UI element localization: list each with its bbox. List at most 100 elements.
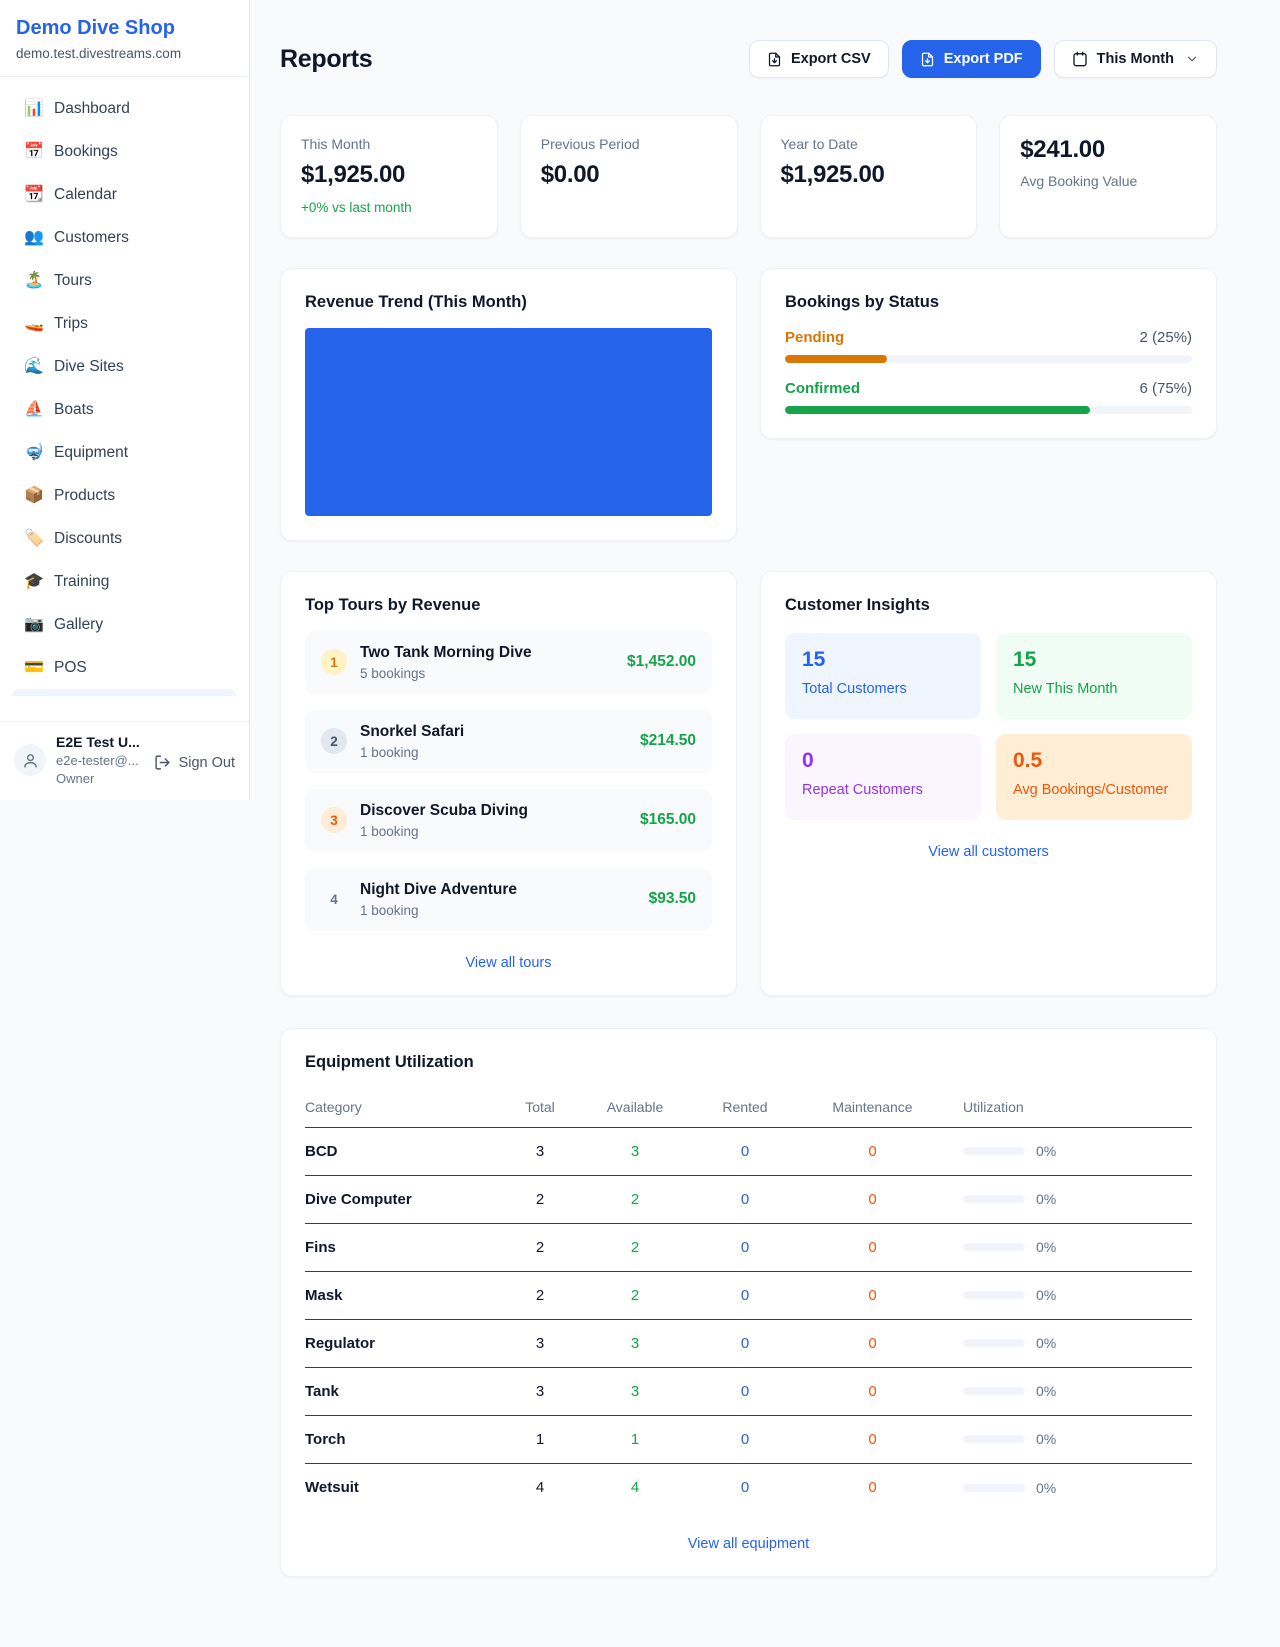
sidebar-item-label: Discounts — [54, 529, 123, 547]
tour-row: 2 Snorkel Safari 1 booking $214.50 — [305, 709, 712, 773]
sidebar-item-trips[interactable]: 🚤 Trips — [12, 302, 237, 345]
brand-name[interactable]: Demo Dive Shop — [16, 17, 175, 39]
tour-name: Night Dive Adventure — [360, 880, 518, 898]
sidebar-item-boats[interactable]: ⛵ Boats — [12, 388, 237, 431]
tour-bookings: 1 booking — [360, 823, 419, 839]
sidebar-item-equipment[interactable]: 🤿 Equipment — [12, 431, 237, 474]
export-csv-button[interactable]: Export CSV — [748, 40, 889, 79]
insights-row: Top Tours by Revenue 1 Two Tank Morning … — [280, 570, 1217, 996]
sidebar-item-tours[interactable]: 🏝️ Tours — [12, 259, 237, 302]
insight-label: Total Customers — [802, 680, 907, 697]
status-progress-track — [785, 405, 1192, 414]
utilization-percent: 0% — [1036, 1191, 1057, 1207]
equipment-utilization-cell: 0% — [945, 1480, 1192, 1496]
equipment-maintenance: 0 — [868, 1382, 877, 1400]
top-tours-title: Top Tours by Revenue — [305, 595, 481, 614]
user-role: Owner — [56, 771, 95, 786]
view-all-tours-link[interactable]: View all tours — [465, 954, 552, 971]
utilization-bar-track — [963, 1435, 1025, 1443]
sidebar-item-products[interactable]: 📦 Products — [12, 474, 237, 517]
chevron-down-icon — [1187, 56, 1197, 62]
sidebar-item-dive-sites[interactable]: 🌊 Dive Sites — [12, 345, 237, 388]
tour-revenue: $214.50 — [639, 732, 696, 749]
avatar — [14, 744, 46, 776]
period-dropdown[interactable]: This Month — [1053, 40, 1217, 79]
utilization-percent: 0% — [1036, 1239, 1057, 1255]
sidebar-item-label: Gallery — [54, 615, 104, 633]
equipment-utilization-cell: 0% — [945, 1431, 1192, 1447]
export-pdf-button[interactable]: Export PDF — [901, 40, 1041, 79]
status-label-confirmed: Confirmed — [785, 379, 860, 397]
status-label-pending: Pending — [785, 328, 845, 346]
equipment-utilization-cell: 0% — [945, 1239, 1192, 1255]
equipment-category: Tank — [305, 1382, 339, 1400]
sign-out-button[interactable]: Sign Out — [154, 754, 235, 771]
status-progress-fill-confirmed — [785, 405, 1091, 414]
export-csv-label: Export CSV — [790, 51, 871, 68]
equipment-category: Regulator — [305, 1334, 376, 1352]
sidebar-item-label: POS — [54, 658, 87, 676]
equipment-utilization-cell: 0% — [945, 1383, 1192, 1399]
column-header: Category — [305, 1099, 362, 1115]
stats-row: This Month $1,925.00 +0% vs last month P… — [280, 114, 1217, 238]
page-header: Reports Export CSV Export PDF This Month — [280, 28, 1217, 91]
tours-island-icon: 🏝️ — [24, 271, 44, 289]
sidebar-item-label: Trips — [54, 314, 88, 332]
sign-out-label: Sign Out — [178, 754, 235, 771]
status-progress-fill-pending — [785, 354, 887, 363]
tour-name: Discover Scuba Diving — [360, 801, 528, 819]
sidebar-item-label: Equipment — [54, 443, 129, 461]
equipment-utilization-cell: 0% — [945, 1191, 1192, 1207]
insight-tile-total-customers: 15 Total Customers — [785, 632, 981, 719]
stat-label: This Month — [301, 135, 371, 152]
equipment-category: Dive Computer — [305, 1190, 412, 1208]
insight-label: Repeat Customers — [802, 781, 923, 798]
equipment-rented: 0 — [740, 1430, 750, 1448]
file-download-icon — [921, 52, 933, 67]
status-row-pending: Pending 2 (25%) — [785, 329, 1192, 363]
table-row: Tank 3 3 0 0 0% — [305, 1368, 1192, 1416]
insight-label: Avg Bookings/Customer — [1013, 781, 1169, 798]
table-row: Dive Computer 2 2 0 0 0% — [305, 1176, 1192, 1224]
tour-bookings: 1 booking — [360, 902, 419, 918]
revenue-trend-card: Revenue Trend (This Month) — [280, 267, 737, 541]
revenue-trend-chart — [305, 327, 712, 516]
view-all-equipment-link[interactable]: View all equipment — [687, 1535, 810, 1552]
sign-out-icon — [154, 755, 170, 770]
sidebar-item-gallery[interactable]: 📷 Gallery — [12, 603, 237, 646]
column-header: Utilization — [963, 1099, 1024, 1115]
utilization-percent: 0% — [1036, 1287, 1057, 1303]
column-header: Total — [525, 1099, 555, 1115]
column-header: Rented — [722, 1099, 768, 1115]
sidebar-item-calendar[interactable]: 📆 Calendar — [12, 173, 237, 216]
insight-value: 0.5 — [1013, 748, 1043, 772]
sidebar-item-label: Dashboard — [54, 99, 130, 117]
rank-badge: 1 — [321, 649, 347, 675]
sailboat-icon: ⛵ — [24, 400, 44, 418]
sidebar-item-bookings[interactable]: 📅 Bookings — [12, 130, 237, 173]
equipment-rented: 0 — [740, 1382, 750, 1400]
equipment-rented: 0 — [740, 1334, 750, 1352]
sidebar-item-dashboard[interactable]: 📊 Dashboard — [12, 87, 237, 130]
equipment-utilization-title: Equipment Utilization — [305, 1052, 474, 1071]
dashboard-icon: 📊 — [24, 99, 44, 117]
equipment-table-header: Category Total Available Rented Maintena… — [305, 1088, 1192, 1128]
brand-domain: demo.test.divestreams.com — [16, 46, 182, 61]
sidebar-item-discounts[interactable]: 🏷️ Discounts — [12, 517, 237, 560]
insight-tile-repeat-customers: 0 Repeat Customers — [785, 733, 981, 820]
diving-mask-icon: 🤿 — [24, 443, 44, 461]
equipment-maintenance: 0 — [868, 1238, 877, 1256]
equipment-category: Fins — [305, 1238, 336, 1256]
insight-label: New This Month — [1013, 680, 1118, 697]
equipment-available: 2 — [630, 1286, 640, 1304]
sidebar-item-reports-active-partial[interactable] — [12, 689, 237, 696]
equipment-available: 3 — [630, 1334, 640, 1352]
utilization-percent: 0% — [1036, 1383, 1057, 1399]
view-all-customers-link[interactable]: View all customers — [928, 843, 1049, 860]
equipment-maintenance: 0 — [868, 1479, 877, 1496]
sidebar-item-customers[interactable]: 👥 Customers — [12, 216, 237, 259]
sidebar-item-training[interactable]: 🎓 Training — [12, 560, 237, 603]
equipment-category: BCD — [305, 1142, 338, 1160]
sidebar-item-pos[interactable]: 💳 POS — [12, 646, 237, 689]
user-email: e2e-tester@... — [56, 753, 139, 768]
